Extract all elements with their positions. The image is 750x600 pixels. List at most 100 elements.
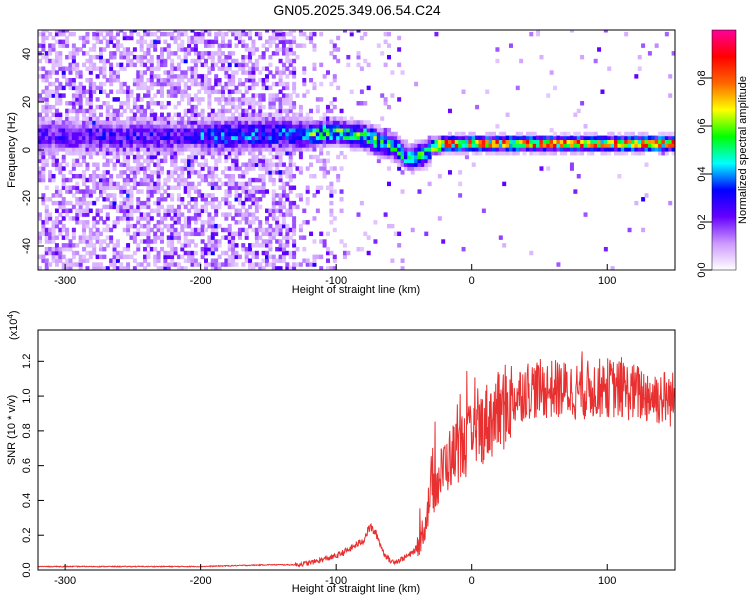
spectrogram-cell bbox=[146, 66, 151, 71]
spectrogram-cell bbox=[210, 150, 215, 156]
spectrogram-cell bbox=[51, 43, 56, 48]
spectrogram-cell bbox=[265, 127, 270, 133]
spectrogram-cell bbox=[400, 162, 405, 167]
spectrogram-cell bbox=[278, 204, 283, 210]
spectrogram-cell bbox=[251, 162, 256, 167]
spectrogram-cell bbox=[119, 120, 124, 125]
spectrogram-cell bbox=[329, 143, 334, 148]
spectrogram-cell bbox=[115, 239, 120, 244]
spectrogram-cell bbox=[281, 43, 286, 48]
spectrogram-cell bbox=[173, 220, 178, 225]
spectrogram-cell bbox=[370, 150, 375, 156]
spectrogram-cell bbox=[146, 104, 151, 110]
spectrogram-cell bbox=[48, 120, 53, 125]
spectrogram-cell bbox=[315, 208, 320, 213]
spectrogram-cell bbox=[427, 150, 432, 156]
spectrogram-cell bbox=[268, 239, 273, 244]
spectrogram-cell bbox=[617, 143, 622, 148]
spectrogram-cell bbox=[75, 66, 80, 71]
spectrogram-cell bbox=[48, 150, 53, 156]
spectrogram-cell bbox=[102, 170, 107, 175]
spectrogram-cell bbox=[71, 227, 76, 233]
spectrogram-cell bbox=[38, 93, 42, 98]
spectrogram-cell bbox=[278, 239, 283, 244]
spectrogram-cell bbox=[441, 150, 446, 156]
spectrogram-cell bbox=[153, 131, 158, 137]
spectrogram-cell bbox=[431, 150, 436, 156]
spectrogram-cell bbox=[237, 31, 242, 37]
spectrogram-cell bbox=[224, 58, 229, 64]
spectrogram-cell bbox=[54, 101, 59, 106]
spectrogram-cell bbox=[115, 108, 120, 114]
spectrogram-cell bbox=[204, 81, 209, 87]
spectrogram-cell bbox=[393, 143, 398, 148]
spectrogram-cell bbox=[75, 120, 80, 125]
spectrogram-cell bbox=[251, 78, 256, 83]
spectrogram-cell bbox=[427, 158, 432, 164]
spectrogram-cell bbox=[126, 101, 131, 106]
spectrogram-cell bbox=[417, 158, 422, 164]
spectrogram-cell bbox=[292, 120, 297, 125]
spectrogram-cell bbox=[115, 112, 120, 117]
spectrogram-cell bbox=[664, 139, 669, 144]
spectrogram-cell bbox=[393, 231, 398, 237]
spectrogram-cell bbox=[129, 212, 134, 217]
spectrogram-cell bbox=[78, 254, 83, 260]
spectrogram-cell bbox=[231, 81, 236, 87]
spectrogram-cell bbox=[292, 131, 297, 137]
spectrogram-cell bbox=[295, 131, 300, 137]
spectrogram-cell bbox=[271, 181, 276, 187]
spectrogram-cell bbox=[54, 112, 59, 117]
spectrogram-cell bbox=[166, 262, 171, 267]
spectrogram-cell bbox=[112, 124, 117, 129]
spectrogram-cell bbox=[183, 239, 188, 244]
spectrogram-cell bbox=[278, 58, 283, 64]
spectrogram-cell bbox=[420, 162, 425, 167]
spectrogram-cell bbox=[170, 127, 175, 133]
spectrogram-cell bbox=[200, 208, 205, 213]
spectrogram-cell bbox=[51, 127, 56, 133]
spectrogram-cell bbox=[71, 81, 76, 87]
spectrogram-cell bbox=[105, 147, 110, 152]
spectrogram-cell bbox=[261, 135, 266, 141]
spectrogram-cell bbox=[309, 139, 314, 144]
spectrogram-cell bbox=[132, 174, 137, 179]
spectrogram-cell bbox=[105, 131, 110, 137]
spectrogram-cell bbox=[139, 58, 144, 64]
spectrogram-cell bbox=[54, 262, 59, 267]
spectrogram-cell bbox=[176, 127, 181, 133]
spectrogram-cell bbox=[363, 135, 368, 141]
spectrogram-cell bbox=[525, 135, 530, 141]
spectrogram-cell bbox=[51, 120, 56, 125]
spectrogram-cell bbox=[136, 197, 141, 202]
spectrogram-cell bbox=[98, 58, 103, 64]
spectrogram-cell bbox=[281, 120, 286, 125]
spectrogram-cell bbox=[237, 135, 242, 141]
spectrogram-cell bbox=[163, 143, 168, 148]
spectrogram-cell bbox=[271, 39, 276, 45]
spectrogram-cell bbox=[58, 54, 63, 60]
spectrogram-cell bbox=[251, 66, 256, 71]
spectrogram-cell bbox=[204, 246, 209, 252]
spectrogram-cell bbox=[268, 223, 273, 229]
spectrogram-cell bbox=[41, 47, 46, 52]
spectrogram-cell bbox=[305, 220, 310, 225]
spectrogram-cell bbox=[248, 58, 253, 64]
spectrogram-cell bbox=[193, 189, 198, 194]
spectrogram-cell bbox=[65, 143, 70, 148]
spectrogram-cell bbox=[112, 131, 117, 137]
spectrogram-cell bbox=[217, 243, 222, 248]
spectrogram-cell bbox=[214, 239, 219, 244]
spectrogram-cell bbox=[176, 120, 181, 125]
spectrogram-cell bbox=[105, 158, 110, 164]
spectrogram-cell bbox=[566, 131, 571, 137]
spectrogram-cell bbox=[92, 220, 97, 225]
spectrogram-cell bbox=[251, 154, 256, 160]
spectrogram-cell bbox=[637, 131, 642, 137]
spectrogram-cell bbox=[224, 250, 229, 256]
spectrogram-cell bbox=[197, 193, 202, 198]
spectrogram-cell bbox=[122, 147, 127, 152]
spectrogram-cell bbox=[210, 235, 215, 240]
spectrogram-cell bbox=[190, 30, 195, 33]
spectrogram-cell bbox=[146, 31, 151, 37]
